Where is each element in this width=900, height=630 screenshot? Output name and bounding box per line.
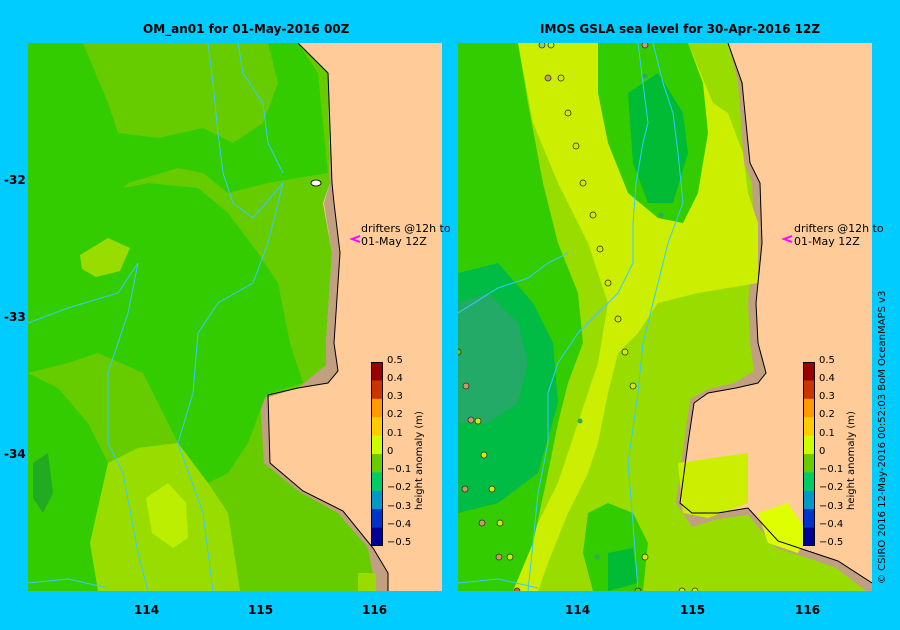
colorbar-border	[371, 362, 383, 546]
colorbar-segment	[371, 398, 383, 418]
lon-label-115-left: 115	[248, 603, 274, 617]
colorbar-segment	[803, 490, 815, 510]
cb-right-label-6: −0.1	[819, 464, 844, 475]
lon-label-116-left: 116	[362, 603, 388, 617]
lon-label-114-left: 114	[134, 603, 160, 617]
cb-left-label-1: 0.4	[387, 373, 403, 384]
drifter-marker	[781, 235, 793, 243]
cb-left-label-3: 0.2	[387, 409, 403, 420]
colorbar-segment	[803, 398, 815, 418]
right-colorbar-title: height anomaly (m)	[846, 411, 857, 510]
cb-left-label-0: 0.5	[387, 355, 403, 366]
colorbar-segment	[371, 454, 383, 473]
colorbar-segment	[803, 380, 815, 400]
colorbar-segment	[803, 527, 815, 547]
colorbar-segment	[371, 362, 383, 381]
cb-right-label-0: 0.5	[819, 355, 835, 366]
right-colorbar	[803, 362, 815, 550]
lon-label-114-right: 114	[565, 603, 591, 617]
left-drifter-note-line1: drifters @12h to	[361, 222, 451, 235]
cb-right-label-3: 0.2	[819, 409, 835, 420]
colorbar-segment	[371, 490, 383, 510]
cb-right-label-10: −0.5	[819, 537, 844, 548]
drifter-marker	[349, 235, 361, 243]
colorbar-segment	[803, 472, 815, 492]
colorbar-segment	[371, 527, 383, 547]
right-drifter-note-line2: 01-May 12Z	[794, 235, 860, 248]
right-colorbar-gradient	[803, 362, 815, 547]
cb-right-label-1: 0.4	[819, 373, 835, 384]
lat-label-33: -33	[4, 310, 26, 324]
left-map-panel	[28, 43, 442, 591]
left-drifter-note-line2: 01-May 12Z	[361, 235, 427, 248]
cb-right-label-7: −0.2	[819, 482, 844, 493]
colorbar-segment	[803, 417, 815, 437]
left-colorbar-gradient	[371, 362, 383, 547]
right-map-title: IMOS GSLA sea level for 30-Apr-2016 12Z	[540, 22, 821, 36]
colorbar-segment	[803, 362, 815, 381]
left-drifter-note: drifters @12h to 01-May 12Z	[361, 222, 451, 248]
lon-label-116-right: 116	[795, 603, 821, 617]
cb-right-label-2: 0.3	[819, 391, 835, 402]
colorbar-segment	[803, 435, 815, 455]
left-map-title: OM_an01 for 01-May-2016 00Z	[143, 22, 350, 36]
right-drifter-note: drifters @12h to 01-May 12Z	[794, 222, 884, 248]
cb-left-label-5: 0	[387, 446, 394, 457]
colorbar-segment	[371, 435, 383, 455]
cb-right-label-4: 0.1	[819, 428, 835, 439]
right-map-panel	[458, 43, 872, 591]
left-colorbar-title: height anomaly (m)	[414, 411, 425, 510]
cb-left-label-6: −0.1	[387, 464, 412, 475]
lat-label-34: -34	[4, 447, 26, 461]
colorbar-segment	[371, 417, 383, 437]
cb-left-label-9: −0.4	[387, 519, 412, 530]
cb-left-label-4: 0.1	[387, 428, 403, 439]
colorbar-segment	[803, 454, 815, 473]
cb-right-label-8: −0.3	[819, 501, 844, 512]
colorbar-segment	[803, 509, 815, 529]
cb-right-label-5: 0	[819, 446, 826, 457]
cb-left-label-8: −0.3	[387, 501, 412, 512]
cb-left-label-10: −0.5	[387, 537, 412, 548]
lat-label-32: -32	[4, 173, 26, 187]
credit-text: © CSIRO 2016 12-May-2016 00:52:03 BoM Oc…	[877, 290, 888, 584]
cb-left-label-2: 0.3	[387, 391, 403, 402]
cb-right-label-9: −0.4	[819, 519, 844, 530]
right-drifter-note-line1: drifters @12h to	[794, 222, 884, 235]
left-colorbar	[371, 362, 383, 550]
colorbar-segment	[371, 472, 383, 492]
colorbar-segment	[371, 509, 383, 529]
colorbar-segment	[371, 380, 383, 400]
cb-left-label-7: −0.2	[387, 482, 412, 493]
lon-label-115-right: 115	[680, 603, 706, 617]
colorbar-border	[803, 362, 815, 546]
